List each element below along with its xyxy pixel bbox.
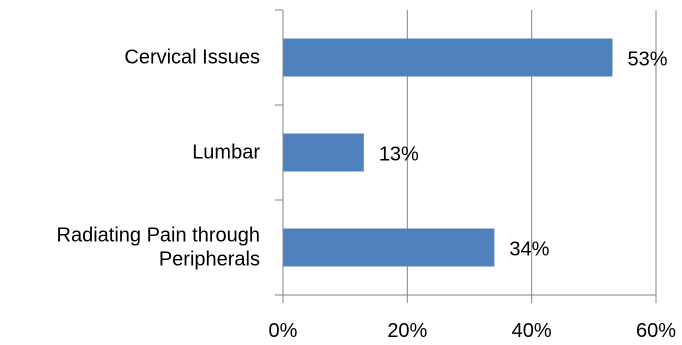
data-label-1: 13% <box>379 144 419 166</box>
bars <box>283 38 613 267</box>
x-tick-label-40: 40% <box>512 320 552 342</box>
data-labels: 53% 13% 34% <box>379 49 668 261</box>
x-tick-label-60: 60% <box>636 320 676 342</box>
x-tick-labels: 0% 20% 40% 60% <box>269 320 677 342</box>
bar-0 <box>283 38 613 77</box>
category-label-2-line-0: Radiating Pain through <box>57 225 260 247</box>
bar-1 <box>283 133 364 172</box>
axes <box>275 9 657 303</box>
x-tick-label-0: 0% <box>269 320 298 342</box>
category-labels: Cervical Issues Lumbar Radiating Pain thro… <box>57 47 261 271</box>
category-label-0: Cervical Issues <box>124 47 260 69</box>
x-tick-label-20: 20% <box>387 320 427 342</box>
data-label-2: 34% <box>509 239 549 261</box>
category-label-2-line-1: Peripherals <box>159 249 260 271</box>
bar-2 <box>283 228 495 267</box>
category-label-1: Lumbar <box>192 142 260 164</box>
data-label-0: 53% <box>627 49 667 71</box>
